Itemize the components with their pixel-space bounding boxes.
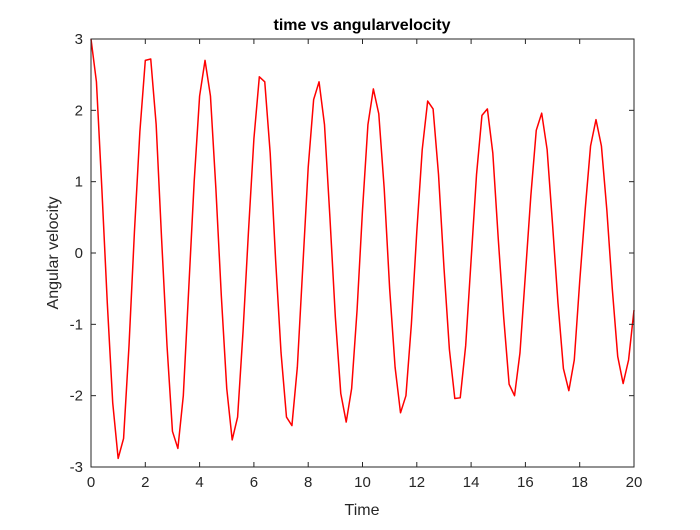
x-tick-label: 12 [408,474,425,491]
x-tick-label: 16 [517,474,534,491]
plot-area [90,38,635,460]
y-tick-label: 2 [75,102,83,119]
y-tick-label: 3 [75,31,83,48]
x-tick-label: 8 [304,474,312,491]
x-tick-label: 6 [250,474,258,491]
y-axis-label: Angular velocity [45,197,62,310]
x-tick-label: 18 [571,474,588,491]
y-tick-label: -1 [70,316,83,333]
chart-title: time vs angularvelocity [274,17,451,34]
x-tick-label: 2 [141,474,149,491]
x-tick-label: 4 [195,474,203,491]
x-tick-label: 20 [626,474,643,491]
x-tick-label: 14 [463,474,480,491]
y-tick-label: -2 [70,388,83,405]
series-line-1 [90,38,635,460]
plot-area-background [91,39,634,467]
x-tick-label: 10 [354,474,371,491]
y-tick-label: 0 [75,245,83,262]
y-tick-label: -3 [70,459,83,476]
y-tick-label: 1 [75,174,83,191]
x-axis-label: Time [345,502,380,519]
x-tick-label: 0 [87,474,95,491]
